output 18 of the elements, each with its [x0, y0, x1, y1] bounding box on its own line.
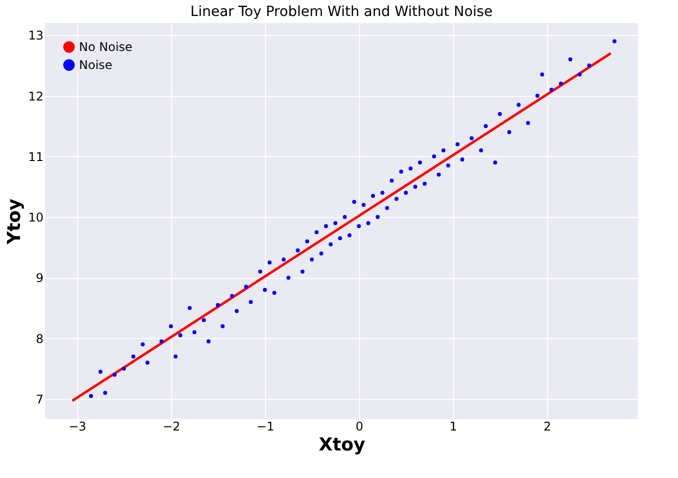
y-axis-title: Ytoy — [4, 198, 26, 246]
x-tick-label: −1 — [256, 420, 274, 434]
x-tick-label: −3 — [68, 420, 86, 434]
y-tick-label: 8 — [36, 332, 44, 346]
y-tick-label: 12 — [28, 89, 44, 104]
x-tick-label: 0 — [356, 420, 364, 434]
x-axis-title: Xtoy — [318, 434, 366, 456]
x-tick-label: −2 — [162, 420, 180, 434]
legend-label: No Noise — [79, 40, 132, 54]
y-tick-label: 11 — [28, 150, 44, 164]
x-tick-label: 1 — [450, 420, 458, 434]
chart-title: Linear Toy Problem With and Without Noise — [190, 4, 493, 20]
legend-label: Noise — [79, 58, 112, 72]
y-tick-label: 9 — [36, 271, 44, 286]
y-tick-label: 10 — [28, 210, 44, 225]
y-tick-label: 13 — [28, 28, 44, 43]
y-tick-label: 7 — [36, 392, 44, 406]
x-tick-label: 2 — [544, 420, 552, 434]
